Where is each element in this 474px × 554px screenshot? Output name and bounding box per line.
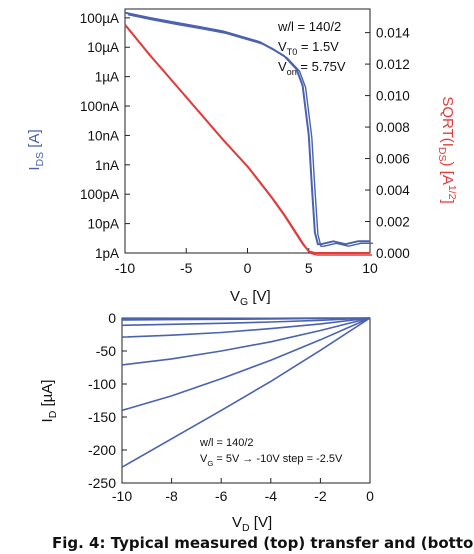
top-left-tick-label: 1nA (95, 158, 119, 173)
bottom-x-tick-label: -8 (165, 488, 178, 504)
bottom-output-curve (121, 317, 371, 327)
top-annotation-line: VT0 = 1.5V (278, 39, 339, 57)
top-left-tick-label: 100nA (80, 99, 119, 114)
bottom-x-tick-label: -10 (112, 488, 132, 504)
bottom-y-tick-label: 0 (108, 310, 116, 326)
top-x-tick-label: 0 (244, 260, 252, 276)
bottom-y-axis-label: ID [µA] (39, 380, 59, 423)
bottom-output-curve (121, 317, 371, 321)
bottom-x-tick-label: -6 (215, 488, 228, 504)
bottom-y-tick-label: -250 (88, 475, 116, 491)
bottom-output-curve (121, 317, 371, 468)
top-right-tick-label: 0.006 (376, 152, 410, 167)
top-right-tick-label: 0.012 (376, 57, 410, 72)
top-ids-curve-sweep (127, 14, 373, 247)
top-left-tick-label: 100pA (80, 187, 119, 202)
bottom-annotation-line: VG = 5V → -10V step = -2.5V (200, 453, 343, 468)
bottom-x-axis-label: VD [V] (232, 514, 272, 534)
bottom-output-curve (121, 317, 371, 366)
bottom-y-tick-label: -200 (88, 442, 116, 458)
top-sqrt-curve-sweep (126, 26, 372, 256)
figure-canvas: 100µA 10µA 1µA 100nA 10nA 1nA 100pA 10pA 1pA 0.01… (26, 8, 458, 534)
top-left-tick-label: 10µA (87, 40, 119, 55)
top-x-axis-label: VG [V] (230, 288, 271, 308)
top-left-tick-label: 1pA (95, 246, 119, 261)
top-right-tick-label: 0.000 (376, 246, 410, 261)
bottom-output-curve (121, 317, 371, 338)
top-right-axis-label: SQRT(IDS) [A1/2] (436, 96, 458, 203)
top-right-tick-label: 0.010 (376, 89, 410, 104)
bottom-y-tick-label: -50 (96, 343, 116, 359)
top-right-tick-label: 0.002 (376, 215, 410, 230)
top-x-tick-label: -10 (115, 260, 135, 276)
top-left-tick-label: 10pA (87, 217, 119, 232)
bottom-y-tick-label: -100 (88, 376, 116, 392)
bottom-x-tick-label: -4 (265, 488, 278, 504)
top-left-axis-label: IDS [A] (26, 129, 46, 170)
top-annotation-line: Von = 5.75V (278, 59, 346, 77)
bottom-y-tick-label: -150 (88, 409, 116, 425)
top-left-tick-label: 10nA (87, 128, 119, 143)
bottom-x-tick-label: -2 (314, 488, 327, 504)
top-annotation-line: w/l = 140/2 (277, 19, 341, 34)
top-left-tick-label: 100µA (80, 11, 119, 26)
top-left-tick-label: 1µA (95, 70, 119, 85)
top-x-tick-label: 10 (362, 260, 378, 276)
top-x-tick-label: -5 (180, 260, 193, 276)
bottom-annotation-line: w/l = 140/2 (199, 437, 254, 449)
top-x-tick-label: 5 (305, 260, 313, 276)
top-right-tick-label: 0.014 (376, 26, 410, 41)
top-right-tick-label: 0.008 (376, 120, 410, 135)
bottom-output-curve (121, 317, 371, 412)
top-ids-curve (124, 11, 370, 246)
figure-caption: Fig. 4: Typical measured (top) transfer … (52, 534, 474, 552)
bottom-x-tick-label: 0 (366, 488, 374, 504)
top-right-tick-label: 0.004 (376, 183, 410, 198)
